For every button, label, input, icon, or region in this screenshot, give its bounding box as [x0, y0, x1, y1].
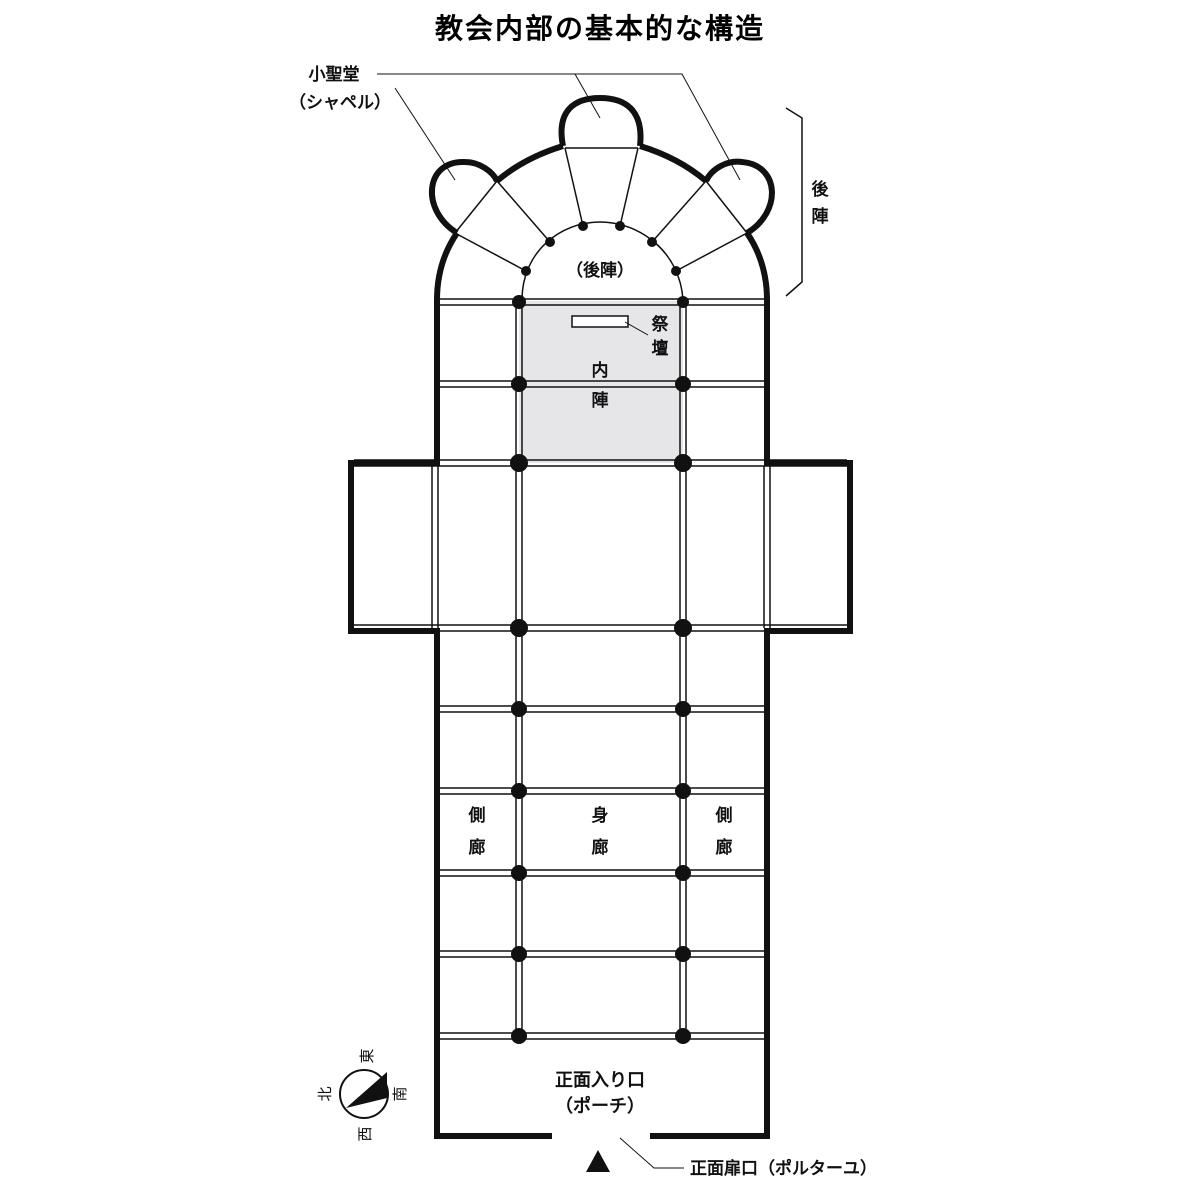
portal-label: 正面扉口（ポルターユ）	[690, 1158, 877, 1179]
compass-needle-icon	[346, 1072, 387, 1108]
entrance-label: 正面入り口	[555, 1070, 645, 1091]
nave-label-2: 廊	[592, 837, 609, 858]
chapels	[429, 94, 775, 236]
columns	[510, 221, 692, 1044]
outer-wall	[348, 143, 853, 1139]
diagram-title: 教会内部の基本的な構造	[435, 12, 765, 45]
entrance-label-2: （ポーチ）	[555, 1095, 645, 1117]
compass-south: 南	[391, 1086, 409, 1101]
inner-lines	[354, 147, 847, 1040]
altar-table	[571, 315, 629, 328]
altar-leader	[624, 321, 649, 336]
aisle-right-label-2: 廊	[716, 837, 733, 858]
portal-triangle-icon	[586, 1150, 610, 1172]
chapel-center	[558, 94, 644, 147]
aisle-left-label-2: 廊	[469, 837, 486, 858]
altar-label: 祭	[651, 314, 670, 335]
compass-east: 東	[358, 1048, 376, 1063]
nave-label: 身	[592, 805, 609, 826]
compass: 東 南 北 西	[316, 1048, 409, 1141]
compass-north: 北	[316, 1086, 334, 1101]
chapel-label-sub: （シャペル）	[289, 92, 391, 113]
altar-label-2: 壇	[652, 338, 669, 359]
choir-label: 内	[592, 360, 609, 381]
aisle-left-label: 側	[468, 805, 486, 826]
choir-label-2: 陣	[592, 390, 609, 411]
aisle-right-label: 側	[715, 805, 733, 826]
chapel-left	[429, 158, 500, 236]
choir-area	[519, 301, 683, 463]
chapel-label: 小聖堂	[309, 64, 360, 85]
apse-bracket	[785, 107, 803, 297]
apse-inner-label: （後陣）	[566, 260, 634, 281]
chapel-leaders	[377, 73, 741, 181]
chapel-right	[703, 158, 775, 236]
compass-west: 西	[356, 1126, 374, 1141]
portal-leader	[619, 1137, 684, 1169]
apse-side-label-2: 陣	[812, 206, 829, 227]
apse-side-label: 後	[812, 179, 830, 200]
